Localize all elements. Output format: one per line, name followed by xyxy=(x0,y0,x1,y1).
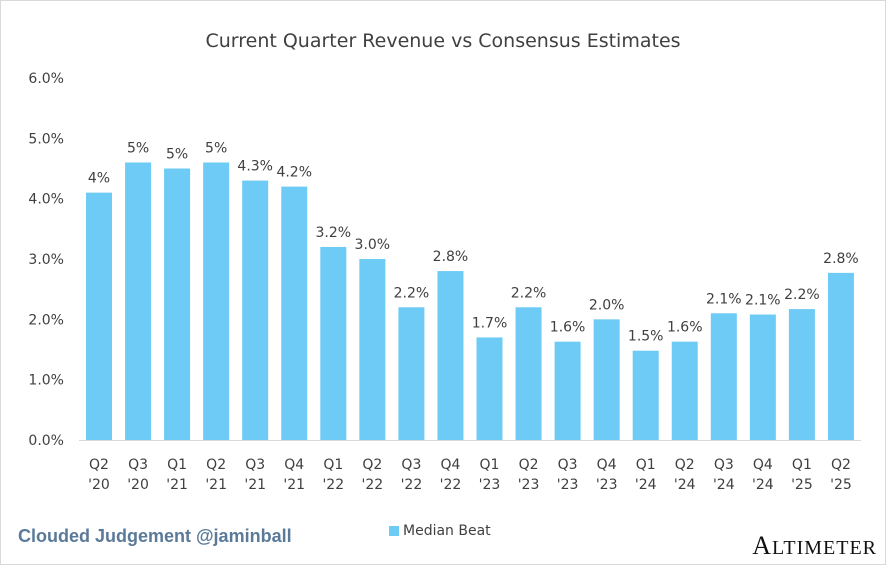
bar xyxy=(203,162,230,440)
x-tick-label-year: '24 xyxy=(674,477,696,493)
data-label: 2.8% xyxy=(823,251,859,267)
x-tick-label: Q1 xyxy=(636,457,656,473)
y-tick-label: 0.0% xyxy=(28,433,64,449)
bar xyxy=(554,341,581,440)
x-tick-label-year: '23 xyxy=(479,477,501,493)
x-tick-label-year: '24 xyxy=(713,477,735,493)
x-tick-label-year: '21 xyxy=(283,477,305,493)
data-label: 1.7% xyxy=(472,315,508,331)
bar xyxy=(398,307,425,440)
bar xyxy=(749,314,776,440)
x-tick-label: Q4 xyxy=(284,457,304,473)
data-label: 1.6% xyxy=(550,320,586,336)
x-tick-label-year: '24 xyxy=(635,477,657,493)
x-tick-label-year: '21 xyxy=(205,477,227,493)
brand-text: Clouded Judgement @jaminball xyxy=(18,526,292,546)
data-label: 2.8% xyxy=(433,249,469,265)
data-label: 4.2% xyxy=(276,165,312,181)
x-tick-label-year: '22 xyxy=(440,477,462,493)
bar xyxy=(515,307,542,440)
bar xyxy=(593,319,620,440)
x-tick-label: Q4 xyxy=(440,457,460,473)
x-tick-label: Q1 xyxy=(480,457,500,473)
data-label: 2.2% xyxy=(784,287,820,303)
x-tick-label: Q2 xyxy=(89,457,109,473)
data-label: 4% xyxy=(88,171,110,187)
bar xyxy=(125,162,152,440)
data-label: 5% xyxy=(205,140,227,156)
bar xyxy=(437,271,464,440)
legend-label: Median Beat xyxy=(403,523,491,539)
bar xyxy=(476,337,503,440)
y-tick-label: 5.0% xyxy=(28,131,64,147)
data-label: 5% xyxy=(166,147,188,163)
data-label: 2.1% xyxy=(706,291,742,307)
x-tick-label: Q4 xyxy=(753,457,773,473)
bar xyxy=(788,309,815,440)
data-label: 3.0% xyxy=(355,237,391,253)
x-tick-label-year: '22 xyxy=(322,477,344,493)
bar xyxy=(827,272,854,440)
x-tick-label-year: '23 xyxy=(518,477,540,493)
altimeter-logo: ALTIMETER xyxy=(752,531,877,560)
data-label: 3.2% xyxy=(316,225,352,241)
y-tick-label: 4.0% xyxy=(28,192,64,208)
data-label: 2.2% xyxy=(394,285,430,301)
x-tick-label-year: '22 xyxy=(362,477,384,493)
x-tick-label: Q3 xyxy=(128,457,148,473)
x-tick-label: Q1 xyxy=(323,457,343,473)
x-tick-label: Q2 xyxy=(519,457,539,473)
data-label: 2.1% xyxy=(745,293,781,309)
chart-title: Current Quarter Revenue vs Consensus Est… xyxy=(205,30,680,52)
bar xyxy=(359,259,386,440)
x-tick-label-year: '24 xyxy=(752,477,774,493)
x-tick-label-year: '23 xyxy=(557,477,579,493)
y-tick-label: 1.0% xyxy=(28,373,64,389)
x-tick-label-year: '21 xyxy=(166,477,188,493)
bar xyxy=(710,313,737,440)
x-tick-label: Q3 xyxy=(245,457,265,473)
legend-swatch xyxy=(389,526,399,536)
x-tick-label-year: '25 xyxy=(830,477,852,493)
data-label: 5% xyxy=(127,140,149,156)
x-tick-label-year: '20 xyxy=(127,477,149,493)
x-tick-label-year: '22 xyxy=(401,477,423,493)
data-label: 1.5% xyxy=(628,329,664,345)
bar xyxy=(164,168,191,440)
x-tick-label: Q2 xyxy=(831,457,851,473)
x-tick-label: Q3 xyxy=(558,457,578,473)
bar xyxy=(671,341,698,440)
data-label: 2.2% xyxy=(511,285,547,301)
data-label: 2.0% xyxy=(589,297,625,313)
x-tick-label-year: '21 xyxy=(244,477,266,493)
x-tick-label: Q1 xyxy=(792,457,812,473)
x-tick-label: Q2 xyxy=(206,457,226,473)
data-label: 4.3% xyxy=(237,159,273,175)
x-tick-label: Q3 xyxy=(714,457,734,473)
bar xyxy=(242,180,269,441)
bar xyxy=(320,246,347,440)
x-tick-label-year: '23 xyxy=(596,477,618,493)
x-tick-label-year: '20 xyxy=(88,477,110,493)
legend: Median Beat xyxy=(389,523,491,539)
x-tick-label: Q1 xyxy=(167,457,187,473)
y-tick-label: 3.0% xyxy=(28,252,64,268)
x-tick-label: Q4 xyxy=(597,457,617,473)
bar xyxy=(86,192,112,440)
y-tick-label: 6.0% xyxy=(28,71,64,87)
bar xyxy=(281,186,308,440)
bar xyxy=(632,350,659,440)
x-tick-label: Q2 xyxy=(362,457,382,473)
y-tick-label: 2.0% xyxy=(28,312,64,328)
data-label: 1.6% xyxy=(667,320,703,336)
x-tick-label: Q2 xyxy=(675,457,695,473)
x-tick-label: Q3 xyxy=(401,457,421,473)
x-tick-label-year: '25 xyxy=(791,477,813,493)
